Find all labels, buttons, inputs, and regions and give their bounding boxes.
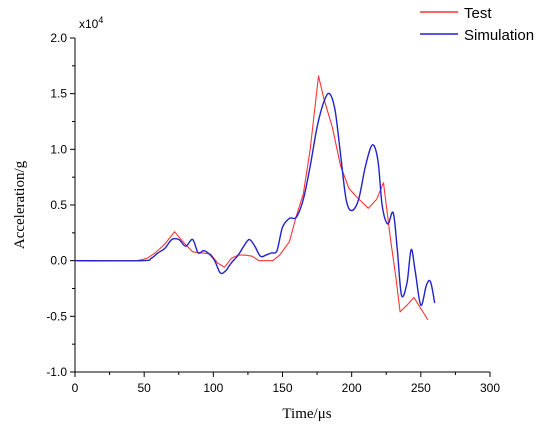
series-layer (74, 75, 436, 320)
plot-area (74, 38, 490, 373)
y-tick-label: 2.0 (50, 31, 67, 45)
x-axis-ticks: 0 50 100 150 200 250 300 (72, 372, 500, 395)
legend: Test Simulation (420, 5, 534, 44)
series-line-test (75, 75, 429, 320)
x-tick-label: 200 (342, 381, 362, 395)
y-axis-ticks: -1.0 -0.5 0.0 0.5 1.0 1.5 2.0 (46, 31, 75, 379)
legend-label: Simulation (464, 27, 534, 44)
y-tick-label: -0.5 (46, 309, 67, 323)
series-line-simulation (74, 92, 436, 306)
x-tick-label: 300 (480, 381, 500, 395)
y-tick-label: 0.0 (50, 254, 67, 268)
y-axis-multiplier: x104 (79, 15, 103, 31)
y-tick-label: 1.0 (50, 142, 67, 156)
x-tick-label: 100 (203, 381, 223, 395)
legend-label: Test (464, 5, 492, 22)
y-tick-label: 1.5 (50, 87, 67, 101)
x-tick-label: 50 (137, 381, 151, 395)
y-tick-label: 0.5 (50, 198, 67, 212)
x-tick-label: 0 (72, 381, 79, 395)
x-axis-label: Time/μs (282, 406, 331, 422)
x-tick-label: 150 (272, 381, 292, 395)
y-tick-label: -1.0 (46, 365, 67, 379)
y-axis-label: Acceleration/g (12, 160, 28, 249)
x-tick-label: 250 (411, 381, 431, 395)
